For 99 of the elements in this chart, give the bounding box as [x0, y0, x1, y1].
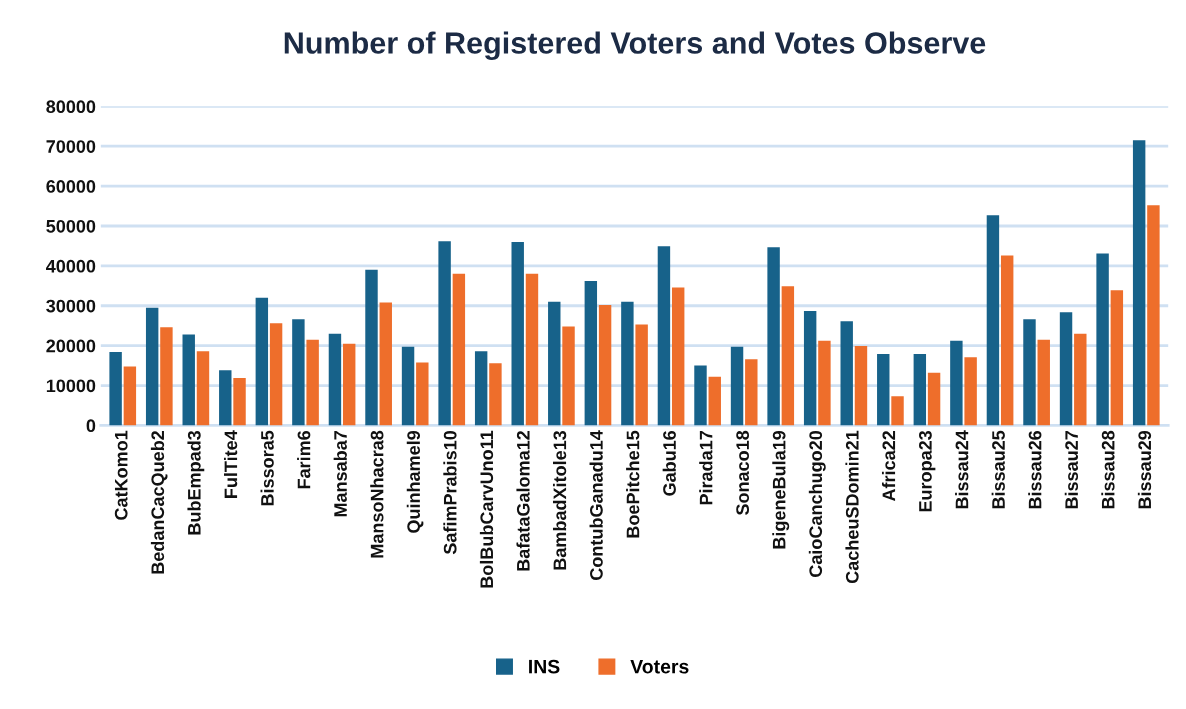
x-tick-label: BedanCacQueb2 — [150, 430, 168, 574]
bar — [109, 352, 122, 426]
bar — [182, 334, 195, 426]
bar — [730, 346, 744, 426]
bar — [306, 339, 319, 426]
x-tick-label: BolBubCarvUno11 — [479, 430, 494, 588]
bar — [342, 343, 356, 426]
bar — [854, 346, 868, 426]
bar — [950, 340, 963, 426]
bar — [1000, 255, 1014, 426]
bar — [621, 301, 634, 426]
x-tick-label: MansoNhacra8 — [370, 430, 384, 558]
bar — [328, 333, 342, 426]
bar — [671, 287, 685, 426]
bar — [365, 269, 378, 426]
x-tick-label: Bissau27 — [1064, 431, 1079, 509]
x-tick-label: ContubGanadu14 — [589, 430, 603, 580]
x-tick-label: Africa22 — [881, 430, 896, 502]
bar — [1147, 205, 1160, 426]
bar — [986, 215, 1000, 426]
bar — [657, 246, 671, 426]
x-tick-label: CatKomo1 — [114, 430, 128, 520]
bar — [489, 363, 502, 426]
bar — [781, 286, 795, 426]
bar — [708, 376, 721, 426]
x-tick-label: SafimPrabis10 — [443, 431, 457, 555]
x-tick-label: Gabu16 — [662, 430, 676, 496]
bar — [379, 302, 392, 426]
bar — [803, 310, 817, 426]
bar — [145, 307, 159, 426]
legend-label: Voters — [630, 659, 689, 674]
bar — [840, 321, 853, 426]
x-tick-label: Mansaba7 — [333, 431, 347, 517]
bar — [745, 359, 758, 426]
bar — [1037, 339, 1050, 426]
x-tick-label: Bissau24 — [955, 430, 969, 509]
x-tick-label: CaioCanchugo20 — [808, 430, 826, 577]
bar — [548, 301, 561, 426]
x-tick-label: CacheuSDomin21 — [845, 430, 859, 584]
y-tick-label: 10000 — [46, 379, 96, 393]
bar — [635, 324, 648, 426]
bar — [196, 351, 210, 426]
bar — [598, 304, 612, 426]
bar — [474, 351, 488, 426]
x-tick-label: BambadXitole13 — [552, 430, 567, 570]
x-tick-label: BubEmpad3 — [187, 430, 205, 535]
bar — [1110, 290, 1124, 426]
bar — [401, 346, 415, 426]
bar — [452, 273, 466, 426]
x-tick-label: FulTite4 — [223, 430, 238, 498]
bar — [891, 396, 904, 426]
x-tick-label: Bissora5 — [260, 430, 274, 506]
bar — [1096, 253, 1109, 426]
bar — [219, 370, 232, 426]
bar — [438, 241, 451, 426]
bar — [123, 366, 137, 426]
bar — [269, 323, 283, 426]
bar — [1023, 319, 1036, 426]
bar — [877, 354, 890, 426]
x-tick-label: Sonaco18 — [736, 430, 750, 516]
x-tick-label: Bissau29 — [1137, 430, 1152, 509]
bar — [1132, 140, 1146, 426]
x-tick-label: BafataGaloma12 — [516, 430, 530, 571]
x-tick-label: Bissau28 — [1101, 430, 1115, 509]
y-tick-label: 30000 — [46, 299, 96, 313]
bar — [1059, 312, 1073, 426]
bar — [511, 241, 524, 426]
bar — [694, 365, 707, 426]
x-tick-label: BoePitche15 — [626, 430, 640, 538]
bar — [584, 281, 598, 426]
x-tick-label: Bissau26 — [1028, 430, 1042, 509]
bar — [927, 372, 941, 426]
y-tick-label: 70000 — [46, 140, 96, 153]
x-tick-label: Pirada17 — [699, 431, 713, 505]
legend-label: INS — [529, 659, 560, 674]
bar — [525, 273, 539, 426]
bar — [233, 377, 246, 426]
bar — [964, 357, 977, 426]
bar — [255, 297, 269, 426]
y-tick-label: 80000 — [46, 100, 96, 114]
y-tick-label: 40000 — [46, 259, 96, 273]
bar — [292, 319, 305, 426]
bar — [818, 340, 831, 426]
chart-title: Number of Registered Voters and Votes Observe — [284, 31, 986, 61]
y-tick-label: 60000 — [46, 180, 96, 193]
bar — [1074, 333, 1087, 426]
x-tick-label: Farim6 — [297, 430, 311, 489]
x-tick-label: Bissau25 — [991, 430, 1005, 509]
bar — [562, 326, 575, 426]
x-tick-label: Europa23 — [919, 430, 936, 512]
bar — [913, 354, 927, 426]
bar — [767, 247, 780, 426]
y-tick-label: 20000 — [46, 339, 96, 353]
y-tick-label: 0 — [86, 419, 96, 433]
bar — [416, 362, 429, 426]
bar — [160, 327, 173, 426]
x-tick-label: Quinhamel9 — [406, 430, 424, 533]
x-tick-label: BigeneBula19 — [772, 430, 790, 549]
y-tick-label: 50000 — [46, 219, 96, 233]
